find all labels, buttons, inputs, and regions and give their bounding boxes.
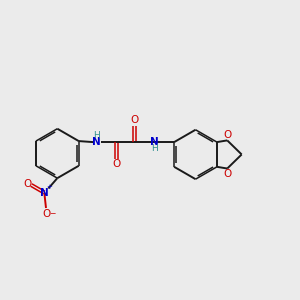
Text: −: − [49, 209, 55, 218]
Text: O: O [42, 209, 50, 219]
Text: O: O [130, 115, 139, 125]
Text: N: N [40, 188, 49, 198]
Text: O: O [224, 130, 232, 140]
Text: N: N [92, 137, 101, 147]
Text: H: H [151, 145, 158, 154]
Text: O: O [112, 159, 121, 170]
Text: O: O [224, 169, 232, 179]
Text: O: O [23, 179, 31, 189]
Text: N: N [150, 137, 159, 147]
Text: H: H [93, 131, 100, 140]
Text: +: + [46, 184, 52, 190]
